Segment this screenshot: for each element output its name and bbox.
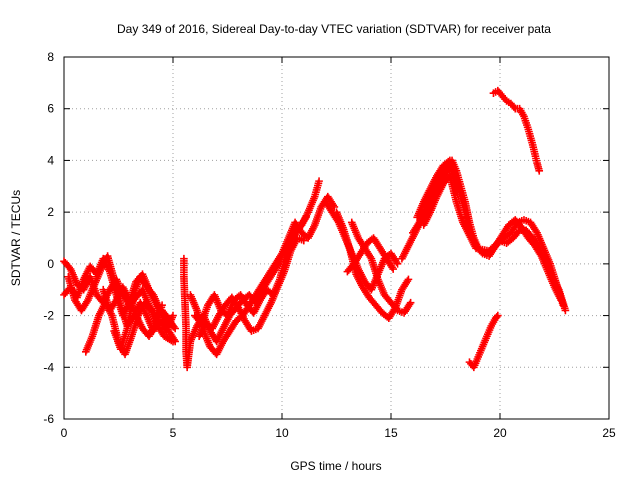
x-axis-label: GPS time / hours — [290, 459, 381, 473]
data-point — [169, 322, 177, 330]
data-point — [158, 301, 166, 310]
x-tick-label: 10 — [275, 426, 289, 440]
y-tick-label: 2 — [47, 205, 54, 219]
plot-frame — [63, 56, 610, 420]
data-point — [494, 311, 502, 320]
data-point — [452, 187, 461, 196]
data-point — [389, 265, 397, 273]
y-tick-label: -4 — [43, 360, 54, 374]
y-tick-label: 6 — [47, 102, 54, 116]
data-point — [169, 337, 177, 346]
x-tick-label: 0 — [61, 426, 68, 440]
y-tick-label: -6 — [43, 412, 54, 426]
y-tick-label: 8 — [47, 50, 54, 64]
y-axis-label: SDTVAR / TECUs — [9, 190, 23, 286]
x-tick-label: 15 — [384, 426, 398, 440]
data-point — [300, 236, 308, 245]
data-point — [169, 311, 177, 320]
y-tick-label: -2 — [43, 309, 54, 323]
tick-labels: 0 5 10 15 20 25 -6 -4 -2 0 2 4 6 8 — [43, 50, 616, 440]
y-tick-label: 0 — [47, 257, 54, 271]
data-point — [535, 166, 544, 175]
data-point — [393, 260, 402, 268]
data-point — [406, 298, 415, 307]
x-tick-label: 25 — [602, 426, 616, 440]
x-tick-label: 5 — [170, 426, 177, 440]
data-point — [302, 213, 310, 222]
y-tick-label: 4 — [47, 153, 54, 167]
data-points — [60, 86, 570, 372]
x-tick-label: 20 — [493, 426, 507, 440]
chart-title: Day 349 of 2016, Sidereal Day-to-day VTE… — [117, 22, 551, 36]
data-point — [315, 177, 323, 185]
data-point — [561, 306, 570, 315]
data-point — [404, 275, 413, 284]
